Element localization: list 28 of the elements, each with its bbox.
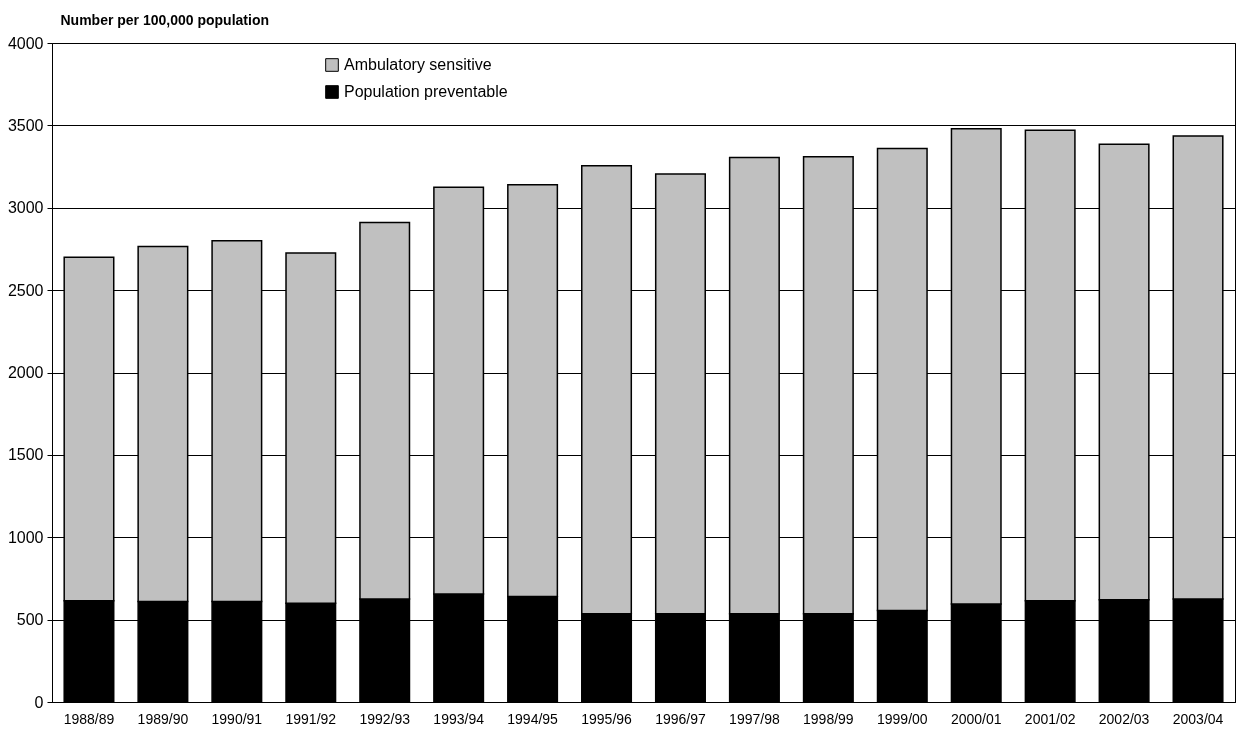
y-tick-label: 1500 [7,446,44,464]
y-tick-label: 500 [16,611,44,629]
x-tick-label: 2001/02 [1024,710,1076,727]
x-tick-label: 1998/99 [803,710,854,727]
x-tick-label: 1990/91 [211,710,263,727]
x-tick-label: 1996/97 [655,710,706,727]
y-tick-label: 3000 [7,199,44,217]
x-tick-label: 1993/94 [433,710,485,727]
x-tick-label: 2002/03 [1098,710,1150,727]
x-tick-label: 1995/96 [581,710,633,727]
x-tick-label: 2003/04 [1172,710,1224,727]
x-tick-label: 2000/01 [950,710,1002,727]
x-tick-label: 1997/98 [729,710,780,727]
y-axis-title: Number per 100,000 population [60,11,269,28]
x-tick-label: 1999/00 [876,710,928,727]
x-tick-label: 1994/95 [507,710,559,727]
y-tick-label: 4000 [7,34,44,52]
legend-label: Population preventable [344,83,508,100]
y-tick-label: 3500 [7,116,44,134]
y-tick-label: 0 [34,693,44,711]
legend-label: Ambulatory sensitive [344,56,492,73]
y-tick-label: 2000 [7,364,44,381]
x-tick-label: 1991/92 [285,710,337,727]
y-tick-label: 2500 [7,281,44,299]
y-tick-label: 1000 [7,528,44,546]
x-tick-label: 1988/89 [63,710,115,727]
x-tick-label: 1992/93 [359,710,411,727]
x-tick-label: 1989/90 [137,710,189,727]
